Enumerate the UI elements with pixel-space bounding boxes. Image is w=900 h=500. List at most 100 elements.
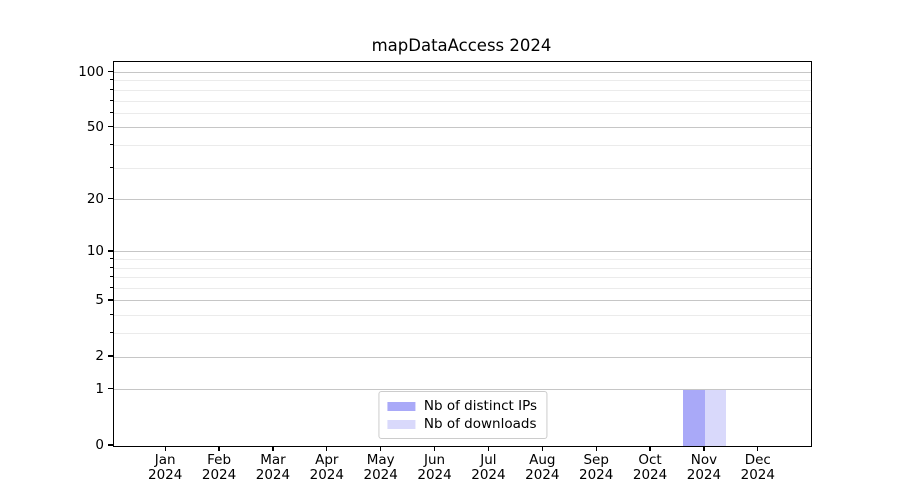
y-gridline-minor (114, 80, 811, 82)
y-tick-label: 100 (78, 63, 104, 80)
bar-downloads (704, 389, 727, 446)
x-tick-mark (272, 446, 274, 451)
legend-label-downloads: Nb of downloads (423, 416, 537, 432)
x-tick-year: 2024 (417, 467, 452, 483)
x-tick-mark (380, 446, 382, 451)
x-tick-mark (703, 446, 705, 451)
y-gridline-minor (114, 259, 811, 261)
x-tick-label: Aug 2024 (502, 453, 582, 483)
y-tick-mark (108, 299, 113, 301)
x-tick-year: 2024 (686, 467, 722, 483)
y-gridline-major (114, 251, 811, 253)
y-minor-tick-mark (110, 79, 113, 81)
y-minor-tick-mark (110, 111, 113, 113)
x-tick-label: Feb 2024 (179, 453, 259, 483)
y-tick-label: 10 (86, 242, 104, 259)
x-tick-label: Oct 2024 (610, 453, 690, 483)
y-minor-tick-mark (110, 143, 113, 145)
y-tick-mark (108, 355, 113, 357)
chart-title: mapDataAccess 2024 (371, 36, 552, 55)
x-tick-mark (541, 446, 543, 451)
x-tick-label: Mar 2024 (233, 453, 313, 483)
y-tick-mark (108, 388, 113, 390)
y-tick-label: 0 (95, 437, 104, 453)
legend-item-downloads: Nb of downloads (386, 415, 537, 433)
x-tick-label: Apr 2024 (287, 453, 367, 483)
x-tick-month: Dec (744, 452, 771, 468)
y-gridline-major (114, 300, 811, 302)
x-tick-year: 2024 (740, 467, 775, 483)
y-gridline-major (114, 389, 811, 391)
x-tick-label: Jul 2024 (448, 453, 528, 483)
y-minor-tick-mark (110, 166, 113, 168)
x-tick-year: 2024 (201, 467, 237, 483)
y-minor-tick-mark (110, 258, 113, 260)
plot-area: Nb of distinct IPs Nb of downloads (113, 61, 812, 447)
x-tick-month: Feb (207, 452, 232, 468)
x-tick-month: May (366, 452, 395, 468)
y-tick-label: 1 (95, 380, 104, 397)
bar-distinct-ips (683, 389, 705, 446)
y-minor-tick-mark (110, 332, 113, 334)
y-minor-tick-mark (110, 99, 113, 101)
x-tick-mark (326, 446, 328, 451)
y-tick-label: 5 (95, 291, 104, 308)
x-tick-mark (487, 446, 490, 451)
x-tick-mark (164, 446, 166, 451)
legend-label-distinct-ips: Nb of distinct IPs (423, 398, 538, 414)
legend-swatch-distinct-ips (386, 401, 415, 411)
y-gridline-major (114, 199, 811, 201)
x-tick-year: 2024 (148, 467, 183, 483)
y-gridline-major (114, 127, 811, 129)
legend: Nb of distinct IPs Nb of downloads (377, 391, 548, 439)
x-tick-month: Oct (638, 452, 662, 468)
y-gridline-major (114, 72, 811, 73)
y-gridline-minor (114, 333, 811, 335)
y-tick-mark (108, 198, 113, 200)
y-gridline-minor (114, 288, 811, 290)
y-tick-mark (108, 250, 113, 252)
y-tick-label: 20 (86, 190, 104, 207)
x-tick-year: 2024 (309, 467, 344, 483)
y-minor-tick-mark (110, 88, 113, 90)
x-tick-label: May 2024 (341, 453, 421, 483)
y-tick-mark (108, 70, 113, 73)
y-minor-tick-mark (110, 287, 113, 289)
legend-item-distinct-ips: Nb of distinct IPs (386, 397, 538, 415)
x-tick-label: Sep 2024 (556, 453, 636, 483)
y-gridline-minor (114, 277, 811, 279)
y-gridline-minor (114, 144, 811, 146)
x-tick-year: 2024 (255, 467, 291, 483)
x-tick-label: Nov 2024 (664, 453, 744, 483)
x-tick-month: Nov (690, 452, 718, 468)
y-tick-label: 2 (95, 348, 104, 365)
y-gridline-minor (114, 267, 811, 269)
x-tick-mark (649, 446, 651, 451)
y-tick-mark (108, 444, 113, 446)
y-gridline-minor (114, 167, 811, 169)
x-tick-label: Dec 2024 (718, 453, 798, 483)
x-tick-label: Jan 2024 (125, 453, 205, 483)
x-tick-month: Apr (315, 452, 339, 468)
y-gridline-minor (114, 112, 811, 114)
y-tick-mark (108, 126, 113, 128)
x-tick-month: Aug (529, 452, 556, 468)
y-gridline-minor (114, 89, 811, 91)
x-tick-mark (218, 446, 220, 451)
x-tick-month: Mar (260, 452, 286, 468)
x-tick-year: 2024 (471, 467, 506, 483)
x-tick-month: Jun (424, 452, 446, 468)
x-tick-label: Jun 2024 (395, 453, 475, 483)
y-gridline-major (114, 356, 811, 358)
x-tick-mark (433, 446, 436, 451)
x-tick-year: 2024 (632, 467, 668, 483)
x-tick-mark (595, 446, 597, 451)
x-tick-month: Jan (154, 452, 176, 468)
y-minor-tick-mark (110, 266, 113, 268)
y-gridline-minor (114, 315, 811, 317)
x-tick-year: 2024 (578, 467, 614, 483)
legend-swatch-downloads (386, 419, 415, 429)
x-tick-month: Sep (583, 452, 609, 468)
y-tick-label: 50 (86, 118, 104, 135)
